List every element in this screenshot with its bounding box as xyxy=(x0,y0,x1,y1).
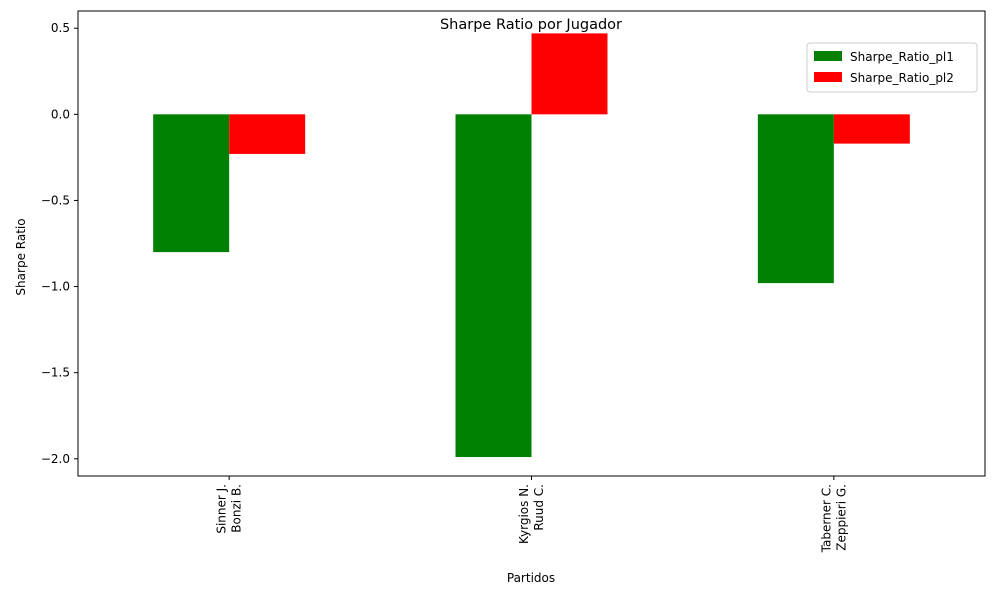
x-tick-label-line: Bonzi B. xyxy=(230,484,244,533)
bar-sharpe-ratio-pl2-2 xyxy=(833,114,910,144)
chart-title: Sharpe Ratio por Jugador xyxy=(440,17,622,33)
bar-sharpe-ratio-pl1-2 xyxy=(757,114,834,284)
x-tick-label-line: Ruud C. xyxy=(532,484,546,531)
y-tick-label: −2.0 xyxy=(41,452,70,466)
y-axis-label: Sharpe Ratio xyxy=(14,218,28,295)
legend-swatch xyxy=(814,72,842,82)
bar-sharpe-ratio-pl1-1 xyxy=(455,114,532,458)
legend: Sharpe_Ratio_pl1 Sharpe_Ratio_pl2 xyxy=(806,42,978,93)
x-axis-label: Partidos xyxy=(507,571,555,585)
x-tick-label-line: Taberner C. xyxy=(819,484,833,553)
x-tick-label-line: Kyrgios N. xyxy=(517,484,531,544)
x-tick-label-line: Zeppieri G. xyxy=(834,484,848,551)
y-tick-label: 0.5 xyxy=(51,21,70,35)
legend-box xyxy=(806,42,978,93)
y-tick-label: 0.0 xyxy=(51,107,70,121)
x-tick-label-2: Taberner C. Zeppieri G. xyxy=(819,484,848,553)
bar-sharpe-ratio-pl1-0 xyxy=(153,114,230,253)
x-tick-label-0: Sinner J. Bonzi B. xyxy=(215,484,244,534)
legend-swatch xyxy=(814,51,842,61)
x-tick-label-1: Kyrgios N. Ruud C. xyxy=(517,484,546,544)
legend-label: Sharpe_Ratio_pl2 xyxy=(850,71,954,85)
bar-sharpe-ratio-pl2-1 xyxy=(531,33,608,115)
legend-label: Sharpe_Ratio_pl1 xyxy=(850,50,954,64)
x-tick-label-line: Sinner J. xyxy=(215,484,229,534)
y-tick-label: −1.5 xyxy=(41,366,70,380)
y-tick-label: −1.0 xyxy=(41,280,70,294)
plot-area: 0.5 0.0 −0.5 −1.0 −1.5 −2.0 Sinner J. Bonzi B. K… xyxy=(41,10,986,553)
bar-sharpe-ratio-pl2-0 xyxy=(229,114,306,154)
y-tick-label: −0.5 xyxy=(41,193,70,207)
